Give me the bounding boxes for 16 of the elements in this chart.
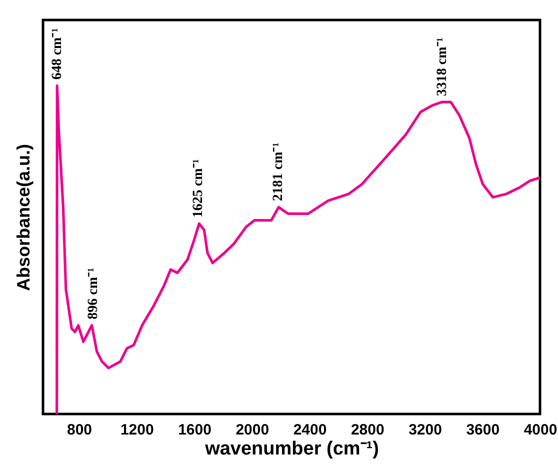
x-tick-label: 2000 bbox=[236, 422, 270, 438]
x-axis-title: wavenumber (cm⁻¹) bbox=[204, 438, 379, 460]
annotation: 648 cm⁻¹ bbox=[50, 28, 66, 80]
x-tick-label: 800 bbox=[67, 422, 92, 438]
x-tick-label: 3200 bbox=[408, 422, 442, 438]
annotation: 2181 cm⁻¹ bbox=[270, 142, 286, 202]
x-tick-label: 1200 bbox=[120, 422, 154, 438]
x-tick-label: 3600 bbox=[466, 422, 500, 438]
x-tick-label: 2400 bbox=[293, 422, 327, 438]
annotation: 1625 cm⁻¹ bbox=[190, 158, 206, 218]
annotation: 3318 cm⁻¹ bbox=[434, 38, 450, 96]
x-tick-label: 4000 bbox=[524, 422, 558, 438]
annotation: 896 cm⁻¹ bbox=[86, 268, 101, 320]
x-tick-label: 1600 bbox=[178, 422, 212, 438]
y-axis-title: Absorbance(a.u.) bbox=[14, 144, 34, 292]
x-tick-label: 2800 bbox=[350, 422, 384, 438]
